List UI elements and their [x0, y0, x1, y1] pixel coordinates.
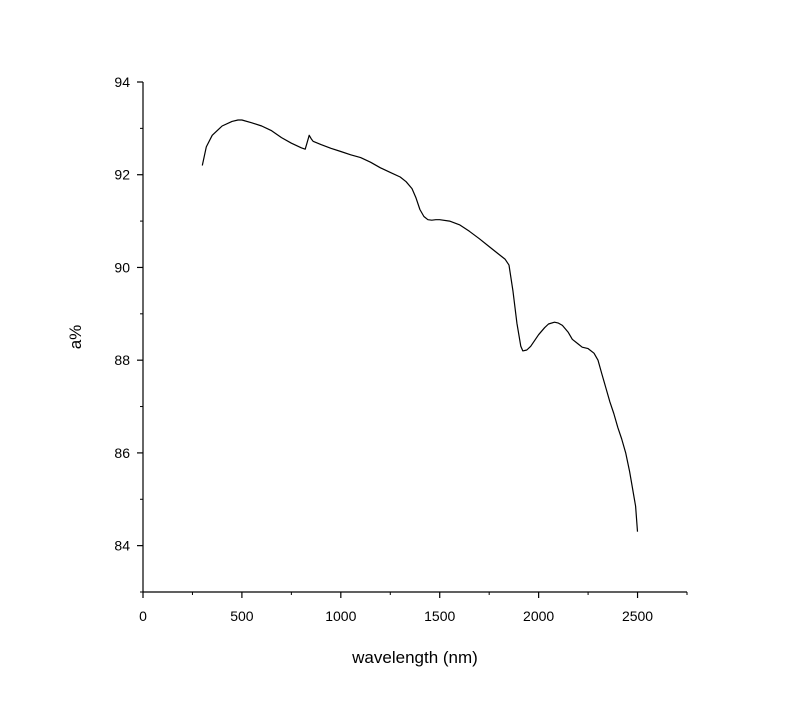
- x-tick-label: 0: [139, 608, 147, 624]
- y-tick-label: 92: [114, 167, 130, 183]
- plot-area: [201, 119, 639, 532]
- y-tick-label: 94: [114, 74, 130, 90]
- x-tick-label: 2500: [622, 608, 653, 624]
- y-tick-label: 86: [114, 445, 130, 461]
- x-tick-label: 2000: [523, 608, 554, 624]
- y-axis-title: a%: [66, 325, 85, 350]
- series-line: [201, 119, 639, 532]
- y-tick-label: 90: [114, 259, 130, 275]
- y-tick-label: 88: [114, 352, 130, 368]
- x-tick-label: 1000: [325, 608, 356, 624]
- y-axis-ticks: 84 86 88 90 92 94: [114, 74, 143, 593]
- x-axis-title: wavelength (nm): [351, 648, 478, 667]
- y-tick-label: 84: [114, 538, 130, 554]
- x-tick-label: 500: [230, 608, 254, 624]
- x-axis-ticks: 0 500 1000 1500 2000 2500: [139, 592, 688, 624]
- x-tick-label: 1500: [424, 608, 455, 624]
